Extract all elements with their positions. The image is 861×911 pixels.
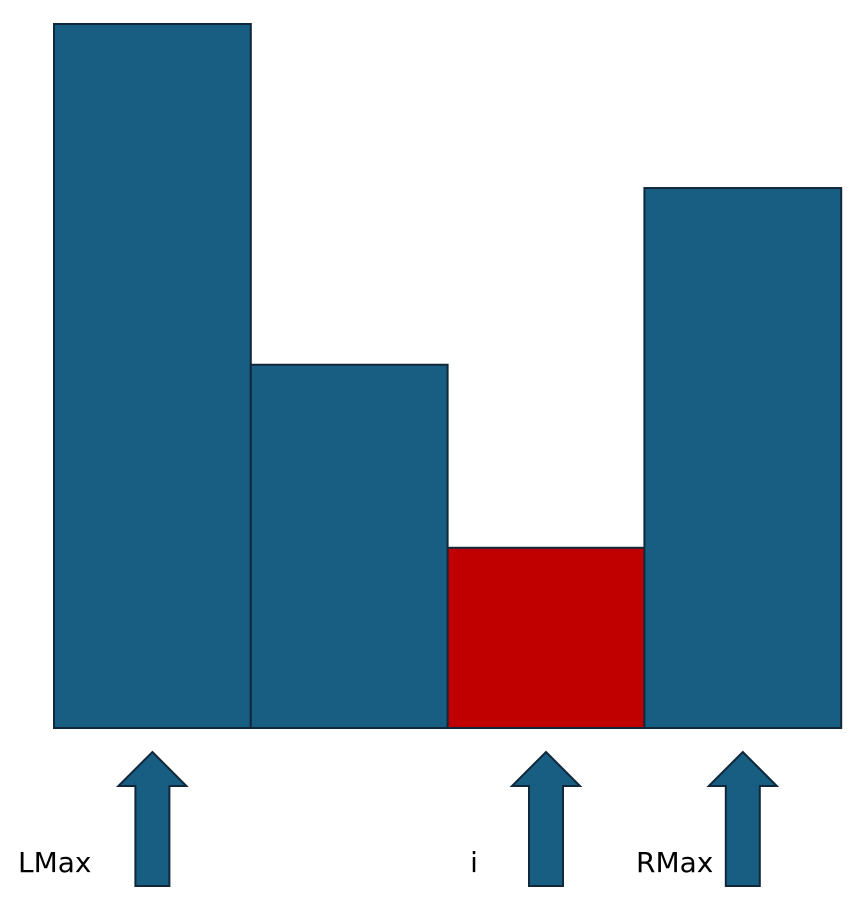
- bar-2: [249, 363, 449, 729]
- pointer-arrow-lmax: [115, 750, 189, 887]
- pointers-group: LMax i RMax: [18, 750, 780, 887]
- bar-1: [53, 23, 252, 729]
- pointer-label-i: i: [470, 846, 478, 879]
- pointer-label-lmax: LMax: [18, 846, 92, 879]
- pointer-label-rmax: RMax: [636, 846, 713, 879]
- pointer-arrow-i: [509, 750, 583, 887]
- bar-4: [643, 187, 843, 730]
- bars-group: [53, 23, 843, 730]
- highlighted-bar: [446, 546, 646, 729]
- pointer-arrow-rmax: [706, 750, 780, 887]
